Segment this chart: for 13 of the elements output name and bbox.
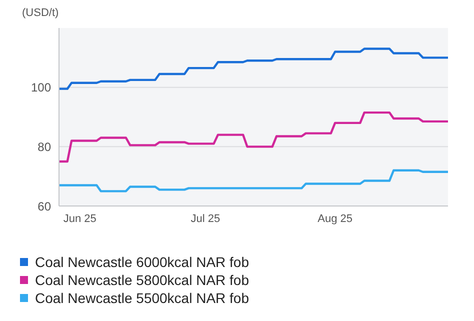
y-tick-label: 80	[38, 140, 52, 154]
line-series	[59, 48, 448, 90]
legend-label: Coal Newcastle 5500kcal NAR fob	[35, 290, 249, 306]
x-tick-label: Jun 25	[63, 212, 96, 225]
y-tick-label: 100	[30, 80, 52, 95]
x-tick-label: Jul 25	[190, 212, 220, 225]
y-axis-title: (USD/t)	[22, 7, 59, 19]
line-series	[59, 169, 448, 192]
legend-label: Coal Newcastle 6000kcal NAR fob	[35, 254, 249, 270]
legend-label: Coal Newcastle 5800kcal NAR fob	[35, 272, 249, 288]
line-series	[59, 111, 448, 163]
x-tick-label: Aug 25	[318, 212, 352, 225]
y-tick-label: 60	[38, 199, 52, 214]
